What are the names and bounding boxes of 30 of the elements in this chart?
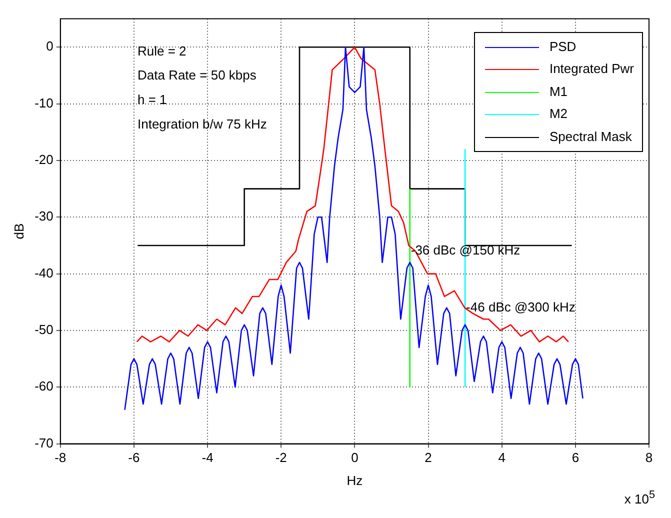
text: x 10$^{5}$ [624, 489, 655, 506]
annotation: h = 1 [137, 92, 167, 107]
annotation: Rule = 2 [137, 43, 186, 58]
legend-label: Integrated Pwr [549, 60, 634, 78]
y-tick-label: -40 [34, 265, 54, 280]
x-tick-label: -6 [128, 450, 140, 466]
y-tick-label: 0 [46, 38, 54, 54]
x-tick-label: 8 [645, 450, 653, 466]
y-tick-label: -30 [34, 208, 54, 224]
y-tick-label: -50 [34, 322, 54, 338]
legend-label: PSD [549, 38, 576, 56]
x-axis-title: Hz [346, 472, 363, 488]
x-tick-label: 6 [572, 450, 580, 466]
annotation: Integration b/w 75 kHz [137, 116, 267, 132]
x-tick-label: -2 [275, 450, 287, 466]
legend-label: M1 [549, 82, 568, 101]
x-tick-label: 4 [498, 450, 506, 466]
annotation: -46 dBc @300 kHz [466, 299, 576, 314]
y-tick-label: -70 [34, 435, 54, 450]
legend-label: Spectral Mask [549, 128, 632, 146]
x-tick-label: -8 [54, 450, 66, 466]
annotation: Data Rate = 50 kbps [137, 68, 257, 83]
y-axis-title: dB [11, 223, 26, 240]
y-tick-label: -60 [34, 378, 54, 394]
y-tick-label: -20 [34, 152, 54, 168]
x-tick-label: 0 [351, 450, 358, 466]
y-tick-label: -10 [34, 95, 54, 110]
x-tick-label: 2 [424, 450, 432, 466]
x-tick-label: -4 [202, 450, 214, 466]
legend-label: M2 [549, 105, 568, 124]
